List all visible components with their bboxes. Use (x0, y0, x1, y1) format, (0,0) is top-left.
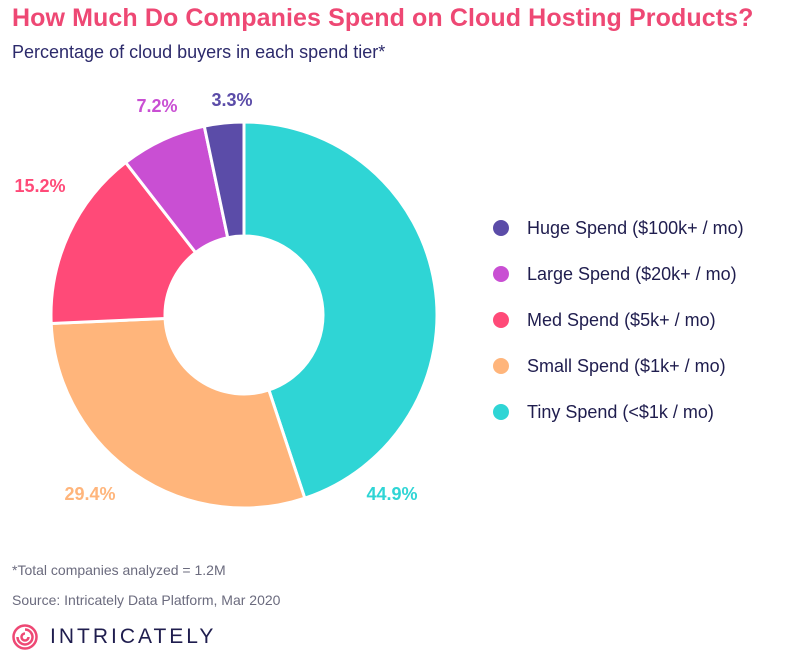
legend-label: Huge Spend ($100k+ / mo) (527, 217, 744, 238)
slice-label-huge: 3.3% (211, 90, 252, 110)
legend-label: Med Spend ($5k+ / mo) (527, 309, 716, 330)
legend-swatch (493, 404, 509, 420)
source-note: Source: Intricately Data Platform, Mar 2… (12, 592, 281, 608)
chart-title: How Much Do Companies Spend on Cloud Hos… (12, 4, 754, 32)
legend-label: Small Spend ($1k+ / mo) (527, 355, 726, 376)
legend-swatch (493, 358, 509, 374)
legend-item-tiny: Tiny Spend (<$1k / mo) (493, 389, 744, 435)
chart-legend: Huge Spend ($100k+ / mo) Large Spend ($20… (493, 205, 744, 435)
legend-item-huge: Huge Spend ($100k+ / mo) (493, 205, 744, 251)
legend-item-small: Small Spend ($1k+ / mo) (493, 343, 744, 389)
chart-subtitle: Percentage of cloud buyers in each spend… (12, 42, 386, 62)
brand-name: INTRICATELY (50, 625, 217, 648)
slice-label-med: 15.2% (14, 176, 65, 196)
legend-swatch (493, 220, 509, 236)
slice-label-small: 29.4% (64, 484, 115, 504)
intricately-logo-icon (12, 624, 38, 650)
legend-label: Tiny Spend (<$1k / mo) (527, 401, 714, 422)
slice-small (49, 316, 307, 510)
slice-huge (202, 120, 246, 240)
slice-tiny (242, 120, 439, 501)
slice-label-tiny: 44.9% (366, 484, 417, 504)
legend-item-large: Large Spend ($20k+ / mo) (493, 251, 744, 297)
legend-label: Large Spend ($20k+ / mo) (527, 263, 737, 284)
legend-item-med: Med Spend ($5k+ / mo) (493, 297, 744, 343)
footnote: *Total companies analyzed = 1.2M (12, 562, 226, 578)
brand-logo: INTRICATELY (12, 624, 216, 650)
slice-label-large: 7.2% (136, 96, 177, 116)
legend-swatch (493, 312, 509, 328)
slice-med (49, 160, 198, 326)
legend-swatch (493, 266, 509, 282)
